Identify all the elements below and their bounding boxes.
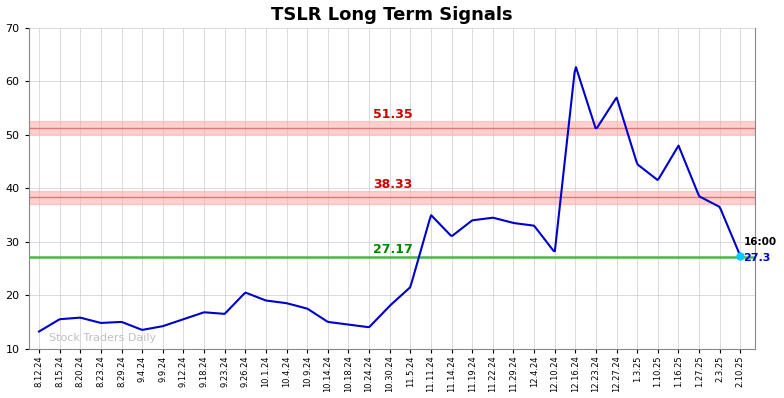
Text: 16:00: 16:00 — [743, 238, 777, 248]
Title: TSLR Long Term Signals: TSLR Long Term Signals — [271, 6, 513, 23]
Text: 27.17: 27.17 — [373, 242, 413, 256]
Text: Stock Traders Daily: Stock Traders Daily — [49, 333, 157, 343]
Text: 51.35: 51.35 — [373, 108, 413, 121]
Bar — [29, 121, 755, 134]
Bar — [29, 191, 755, 204]
Text: 38.33: 38.33 — [373, 178, 412, 191]
Text: 27.3: 27.3 — [743, 254, 771, 263]
